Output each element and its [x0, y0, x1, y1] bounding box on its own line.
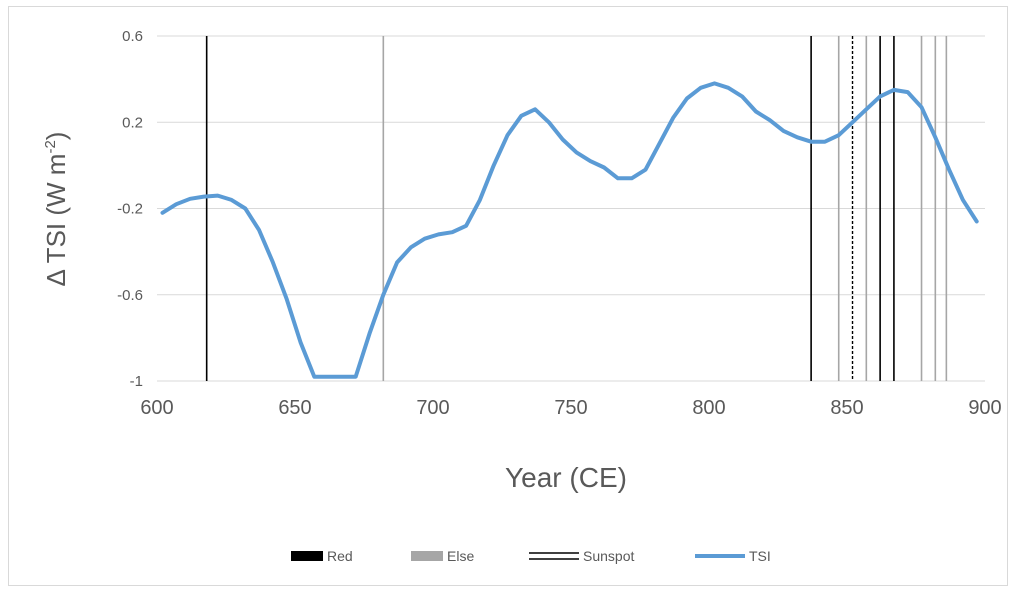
- legend-item-else: Else: [411, 548, 474, 564]
- y-tick-label: -0.2: [117, 201, 143, 218]
- legend-label: TSI: [749, 548, 771, 564]
- legend: Red Else Sunspot TSI: [291, 548, 771, 564]
- event-lines: [205, 36, 948, 381]
- series-layer: [160, 81, 979, 379]
- x-tick-label: 850: [830, 397, 863, 419]
- legend-label: Sunspot: [583, 548, 634, 564]
- legend-swatch: [291, 551, 323, 561]
- tsi-line-chart: 0.6 0.2 -0.2 -0.6 -1 600 650 700 750 800 850 900 Δ…: [41, 28, 1002, 564]
- gridlines: [157, 35, 985, 382]
- y-tick-label: -0.6: [117, 287, 143, 304]
- legend-item-sunspot: Sunspot: [529, 548, 634, 564]
- y-axis-title: Δ TSI (W m-2): [41, 132, 71, 287]
- legend-label: Red: [327, 548, 353, 564]
- y-tick-label: -1: [130, 373, 143, 390]
- legend-label: Else: [447, 548, 474, 564]
- x-tick-label: 700: [416, 397, 449, 419]
- y-tick-label: 0.6: [122, 28, 143, 45]
- x-tick-labels: 600 650 700 750 800 850 900: [140, 397, 1001, 419]
- legend-swatch: [411, 551, 443, 561]
- x-axis-title: Year (CE): [505, 462, 627, 493]
- y-tick-labels: 0.6 0.2 -0.2 -0.6 -1: [117, 28, 143, 390]
- legend-item-tsi: TSI: [695, 548, 771, 564]
- y-tick-label: 0.2: [122, 114, 143, 131]
- x-tick-label: 600: [140, 397, 173, 419]
- x-tick-label: 650: [278, 397, 311, 419]
- x-tick-label: 800: [692, 397, 725, 419]
- series-line-tsi: [160, 81, 979, 379]
- chart-frame: 0.6 0.2 -0.2 -0.6 -1 600 650 700 750 800 850 900 Δ…: [8, 6, 1008, 586]
- x-tick-label: 900: [968, 397, 1001, 419]
- legend-item-red: Red: [291, 548, 353, 564]
- x-tick-label: 750: [554, 397, 587, 419]
